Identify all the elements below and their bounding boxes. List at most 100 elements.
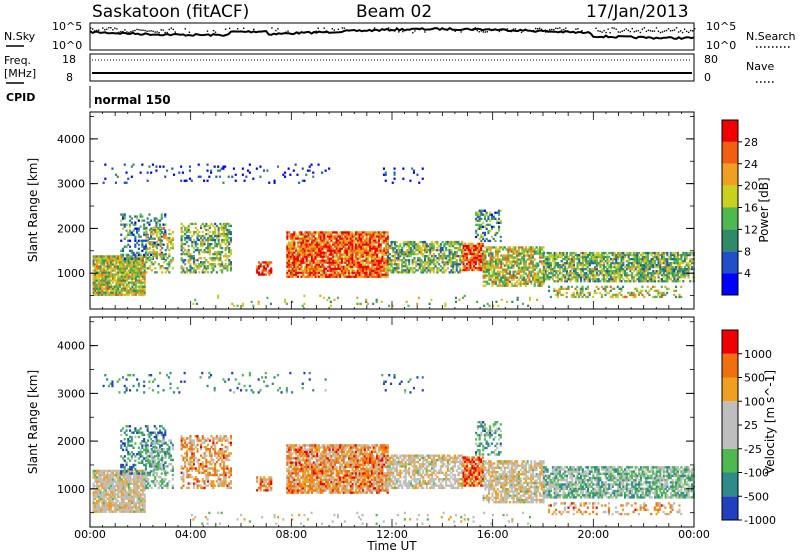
range-cell [537, 280, 540, 283]
range-cell [641, 272, 644, 275]
range-cell [516, 252, 519, 255]
range-cell [601, 272, 604, 275]
range-cell [200, 245, 203, 248]
range-cell [448, 253, 451, 256]
range-cell [394, 255, 397, 258]
range-cell [671, 251, 674, 255]
range-cell [480, 260, 483, 264]
range-cell [210, 267, 213, 270]
range-cell [113, 259, 116, 262]
range-cell [655, 255, 658, 259]
range-cell [300, 267, 303, 270]
range-cell [311, 245, 314, 248]
range-cell [491, 276, 494, 279]
range-cell [654, 255, 657, 259]
range-cell [557, 266, 560, 269]
range-cell [217, 238, 220, 242]
range-cell [564, 268, 567, 271]
range-cell [150, 240, 153, 244]
range-cell [180, 265, 183, 268]
range-cell [381, 231, 384, 234]
range-cell [586, 287, 589, 290]
range-cell [224, 232, 227, 236]
range-cell [360, 249, 363, 252]
range-cell [661, 280, 664, 283]
range-cell [602, 268, 605, 271]
range-cell [473, 254, 476, 258]
range-cell [190, 179, 193, 182]
range-cell [374, 271, 377, 274]
range-cell [507, 278, 510, 281]
range-cell [416, 263, 419, 266]
range-cell [138, 291, 141, 294]
range-cell [548, 262, 551, 265]
range-cell [376, 273, 379, 276]
range-cell [425, 261, 428, 264]
range-cell [546, 266, 549, 269]
range-cell [120, 249, 123, 252]
range-cell [443, 265, 446, 268]
range-cell [408, 255, 411, 258]
range-cell [601, 278, 604, 281]
range-cell [645, 266, 648, 269]
range-cell [185, 226, 188, 230]
range-cell [150, 219, 153, 222]
range-cell [194, 269, 197, 272]
range-cell [530, 280, 533, 283]
range-cell [608, 251, 611, 255]
range-cell [572, 295, 575, 299]
range-cell [608, 272, 611, 275]
range-cell [145, 226, 148, 230]
range-cell [411, 269, 414, 272]
range-cell [187, 230, 190, 234]
range-cell [618, 264, 621, 267]
range-cell [323, 265, 326, 268]
range-cell [356, 243, 359, 246]
range-cell [201, 243, 204, 246]
range-cell [673, 268, 676, 271]
range-cell [115, 265, 118, 268]
range-cell [436, 243, 439, 246]
range-cell [587, 274, 590, 277]
range-cell [208, 234, 211, 238]
range-cell [673, 262, 676, 265]
range-cell [108, 267, 111, 270]
range-cell [531, 264, 534, 267]
range-cell [643, 295, 646, 299]
range-cell [661, 268, 664, 271]
range-cell [455, 243, 458, 246]
range-cell [92, 279, 95, 282]
range-cell [613, 276, 616, 279]
range-cell [383, 241, 386, 244]
range-cell [558, 270, 561, 273]
range-cell [402, 245, 405, 248]
range-cell [187, 245, 190, 248]
range-cell [115, 259, 118, 262]
range-cell [131, 269, 134, 272]
range-cell [487, 215, 490, 218]
range-cell [348, 255, 351, 258]
range-cell [530, 270, 533, 273]
range-cell [106, 263, 109, 266]
range-cell [203, 226, 206, 230]
range-cell [488, 304, 491, 307]
range-cell [372, 273, 375, 276]
range-cell [154, 253, 157, 256]
range-cell [126, 285, 129, 288]
range-cell [624, 266, 627, 269]
range-cell [387, 243, 390, 246]
range-cell [307, 253, 310, 256]
range-cell [101, 289, 104, 292]
range-cell [330, 257, 333, 260]
range-cell [500, 264, 503, 267]
range-cell [323, 235, 326, 238]
range-cell [565, 260, 568, 263]
range-cell [558, 278, 561, 281]
range-cell [323, 241, 326, 244]
range-cell [311, 253, 314, 256]
range-cell [429, 253, 432, 256]
range-cell [594, 262, 597, 265]
range-cell [118, 277, 121, 280]
range-cell [365, 267, 368, 270]
range-cell [355, 251, 358, 254]
